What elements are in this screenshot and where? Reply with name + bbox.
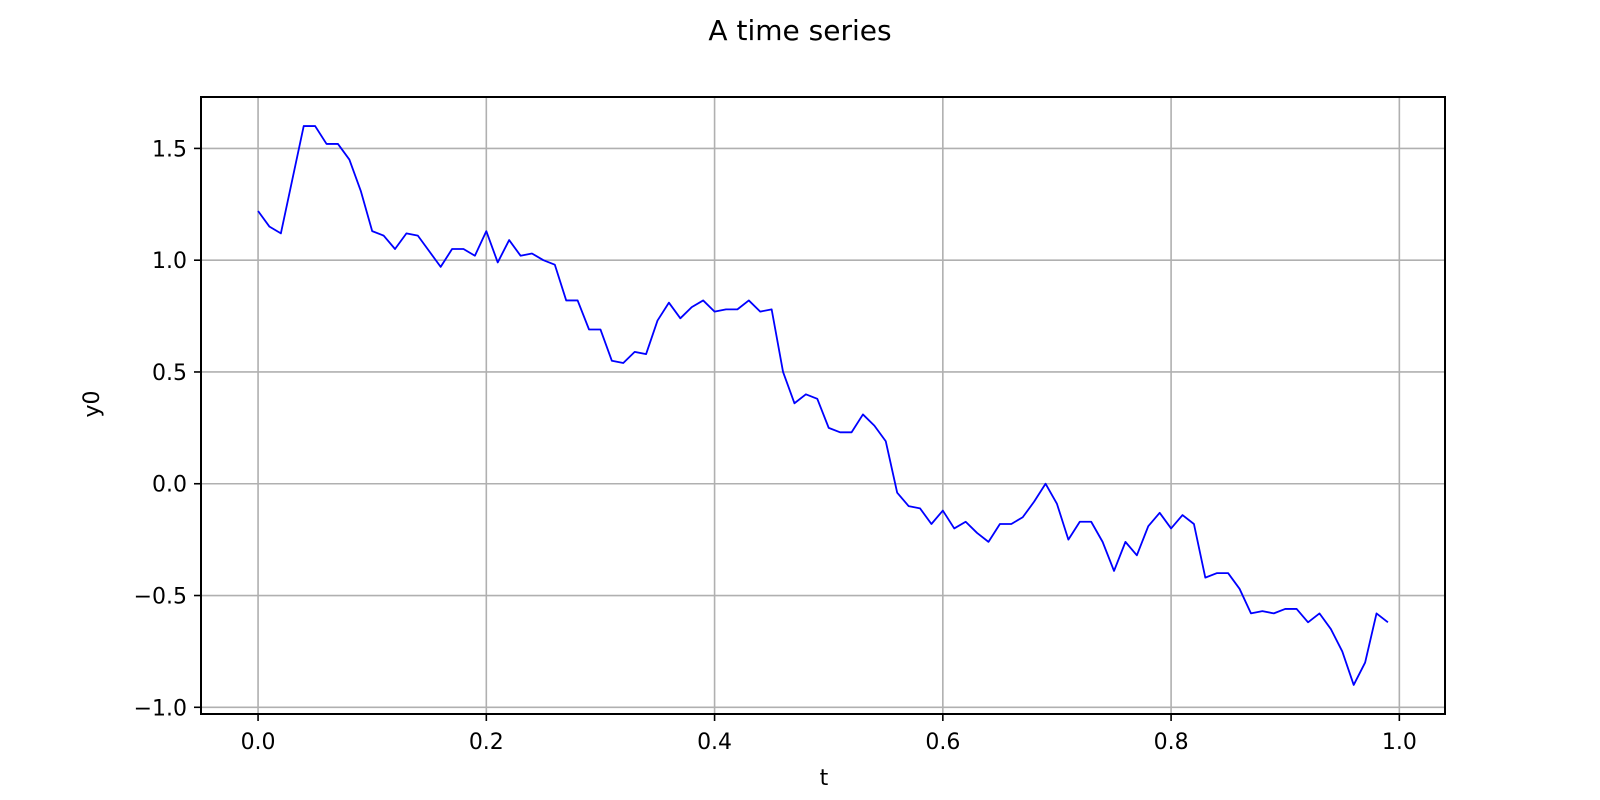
y-tick-label: 1.5 xyxy=(152,137,187,162)
chart-title: A time series xyxy=(708,14,891,47)
x-tick-label: 0.8 xyxy=(1154,730,1189,755)
x-tick-label: 1.0 xyxy=(1382,730,1417,755)
x-tick-label: 0.0 xyxy=(241,730,276,755)
y-tick-label: −0.5 xyxy=(134,585,187,610)
tick-layer: 0.0 0.2 0.4 0.6 0.8 1.0 −1.0 −0.5 0.0 0.5 1.0 1.5 xyxy=(134,137,1417,755)
y-tick-label: 0.0 xyxy=(152,473,187,498)
x-tick-label: 0.6 xyxy=(925,730,960,755)
y-tick-label: −1.0 xyxy=(134,696,187,721)
y-tick-label: 1.0 xyxy=(152,249,187,274)
series-layer xyxy=(257,125,1389,686)
x-tick-label: 0.2 xyxy=(469,730,504,755)
grid-layer xyxy=(201,97,1445,714)
y-axis-label: y0 xyxy=(80,390,105,417)
x-tick-label: 0.4 xyxy=(697,730,732,755)
y-tick-label: 0.5 xyxy=(152,361,187,386)
plot-frame xyxy=(200,96,1446,715)
series-line xyxy=(257,125,1389,686)
x-axis-label: t xyxy=(820,766,829,791)
